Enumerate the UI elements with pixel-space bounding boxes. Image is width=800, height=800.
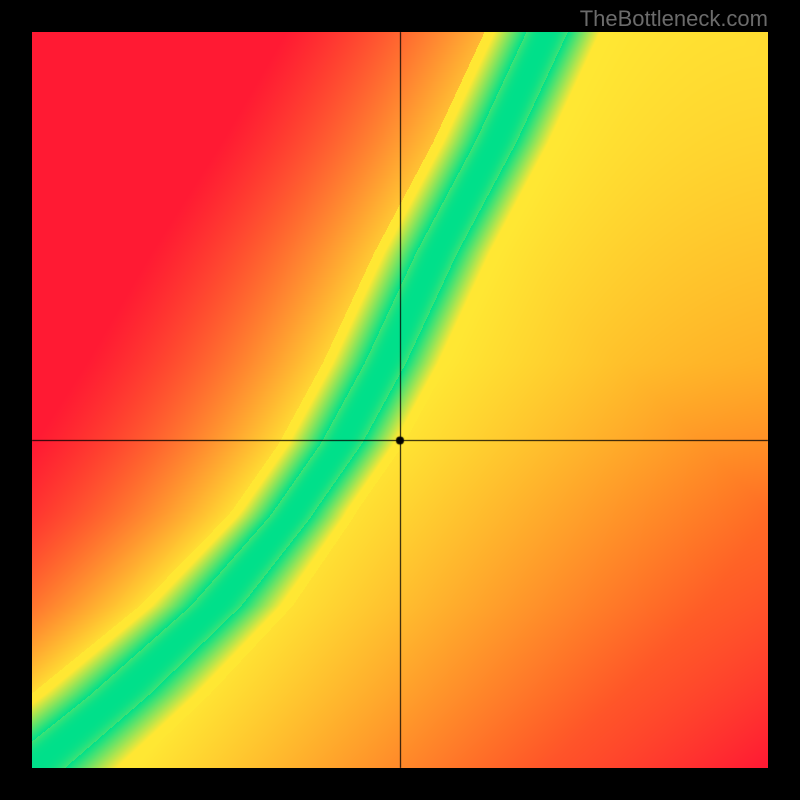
chart-container: { "watermark": { "text": "TheBottleneck.… [0,0,800,800]
watermark-text: TheBottleneck.com [580,6,768,32]
bottleneck-heatmap [0,0,800,800]
